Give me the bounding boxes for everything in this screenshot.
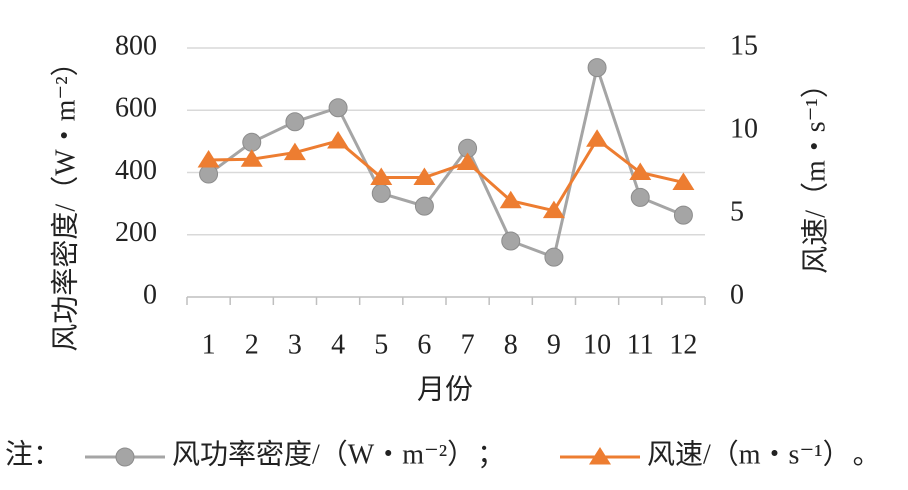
legend-label: 风速/（m・s⁻¹） [647, 438, 851, 470]
series-line [207, 62, 684, 260]
triangle-marker [586, 129, 609, 147]
circle-marker [115, 447, 135, 467]
circle-marker [630, 187, 650, 207]
circle-marker [501, 231, 521, 251]
legend-note: 注： [5, 438, 61, 470]
triangle-marker [370, 167, 393, 185]
x-tick-label: 9 [547, 329, 561, 360]
triangle-marker [327, 130, 350, 149]
x-tick-label: 5 [374, 329, 388, 360]
triangle-marker [240, 149, 263, 167]
circle-marker [673, 205, 693, 225]
x-tick-label: 10 [583, 329, 611, 360]
x-axis-title: 月份 [417, 373, 473, 405]
circle-marker [414, 196, 434, 216]
legend-separator: ； [477, 439, 505, 470]
triangle-marker [629, 162, 652, 180]
y-tick-label: 200 [115, 217, 157, 248]
y-tick-label: 0 [143, 279, 157, 310]
y2-axis-title: 风速/（m・s⁻¹） [799, 70, 831, 274]
x-tick-label: 2 [245, 329, 259, 360]
circle-marker [544, 247, 564, 267]
circle-marker [285, 112, 305, 132]
triangle-marker [589, 447, 611, 465]
y-tick-label: 400 [115, 155, 157, 186]
triangle-marker [456, 152, 479, 171]
circle-marker [328, 98, 348, 118]
y2-tick-label: 15 [730, 30, 758, 61]
triangle-marker [413, 167, 436, 185]
y-tick-label: 600 [115, 93, 157, 124]
triangle-marker [283, 142, 306, 161]
x-tick-label: 3 [288, 329, 302, 360]
y-axis-title: 风功率密度/（W・m⁻²） [49, 48, 81, 351]
circle-marker [242, 132, 262, 152]
x-tick-label: 7 [461, 329, 475, 360]
x-tick-label: 11 [627, 329, 654, 360]
triangle-marker [672, 172, 695, 190]
circle-marker [371, 183, 391, 203]
y2-tick-label: 0 [730, 279, 744, 310]
circle-marker [587, 58, 607, 78]
legend-label: 风功率密度/（W・m⁻²） [172, 438, 475, 470]
y2-tick-label: 5 [730, 196, 744, 227]
x-tick-label: 12 [669, 329, 697, 360]
x-tick-label: 8 [504, 329, 518, 360]
triangle-marker [499, 190, 522, 209]
circle-marker [199, 164, 219, 184]
legend-separator: 。 [853, 439, 881, 470]
triangle-marker [542, 200, 565, 219]
triangle-marker [197, 150, 220, 168]
y2-tick-label: 10 [730, 113, 758, 144]
x-tick-label: 4 [331, 329, 345, 360]
x-tick-label: 1 [202, 329, 216, 360]
y-tick-label: 800 [115, 30, 157, 61]
x-tick-label: 6 [417, 329, 431, 360]
